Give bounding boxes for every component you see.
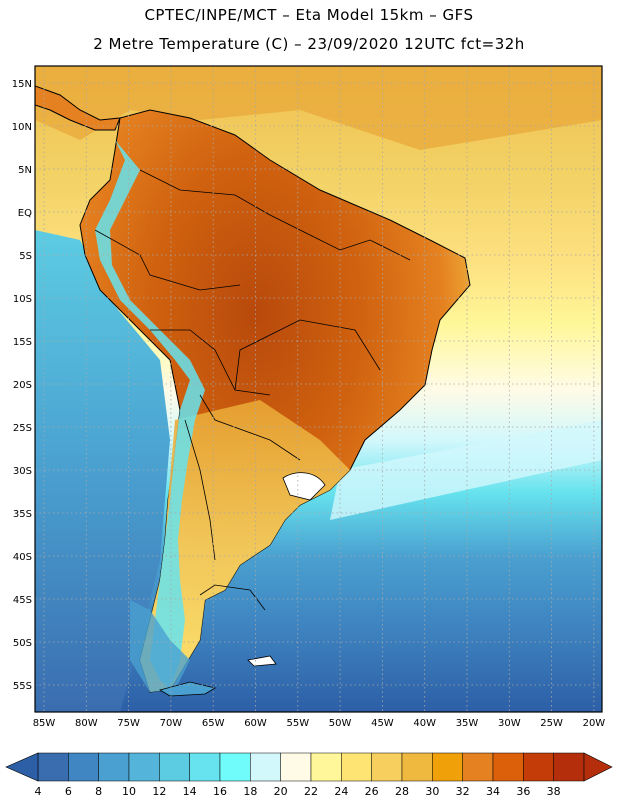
colorbar-arrow-right bbox=[583, 752, 613, 782]
lat-label: 25S bbox=[13, 423, 32, 434]
lat-label: 15S bbox=[13, 337, 32, 348]
lon-label: 60W bbox=[244, 718, 267, 729]
lon-label: 75W bbox=[117, 718, 140, 729]
colorbar-label: 12 bbox=[152, 785, 166, 798]
lat-label: 55S bbox=[13, 681, 32, 692]
colorbar-label: 8 bbox=[95, 785, 102, 798]
cool-ocean-band bbox=[330, 420, 602, 520]
lat-label: 15N bbox=[12, 79, 32, 90]
colorbar-label: 18 bbox=[243, 785, 257, 798]
caribbean-warm bbox=[35, 66, 602, 150]
colorbar-label: 32 bbox=[456, 785, 470, 798]
colorbar-label: 6 bbox=[65, 785, 72, 798]
colorbar-swatch bbox=[553, 752, 585, 782]
colorbar-boxes bbox=[37, 752, 585, 782]
lat-label: 45S bbox=[13, 595, 32, 606]
lat-label: 5N bbox=[18, 165, 32, 176]
patagonia-ice bbox=[130, 600, 190, 692]
lat-label: 10S bbox=[13, 294, 32, 305]
longitude-labels: 85W 80W 75W 70W 65W 60W 55W 50W 45W 40W 35W 30W 25W 2… bbox=[33, 718, 606, 729]
colorbar-label: 10 bbox=[122, 785, 136, 798]
colorbar-swatch bbox=[68, 752, 99, 782]
lon-label: 20W bbox=[583, 718, 606, 729]
central-america bbox=[35, 85, 121, 131]
colorbar-label: 26 bbox=[365, 785, 379, 798]
lon-label: 50W bbox=[329, 718, 352, 729]
latitude-labels: 15N 10N 5N EQ 5S 10S 15S 20S 25S 30S 35S 40S 45S 50S 5… bbox=[12, 79, 32, 692]
lat-label: 20S bbox=[13, 380, 32, 391]
lat-lon-grid bbox=[35, 66, 602, 712]
lat-label: 30S bbox=[13, 466, 32, 477]
lon-label: 35W bbox=[456, 718, 479, 729]
colorbar-label: 30 bbox=[425, 785, 439, 798]
lon-label: 45W bbox=[371, 718, 394, 729]
colorbar-label: 16 bbox=[213, 785, 227, 798]
colorbar-labels: 4 6 8 10 12 14 16 18 20 22 24 26 28 30 32 34 36 38 bbox=[35, 785, 561, 798]
colorbar-swatch bbox=[250, 752, 281, 782]
rio-de-la-plata bbox=[282, 472, 326, 501]
colorbar-label: 14 bbox=[183, 785, 197, 798]
colorbar-label: 34 bbox=[486, 785, 500, 798]
title-line-2: 2 Metre Temperature (C) – 23/09/2020 12U… bbox=[93, 35, 525, 53]
map-frame bbox=[34, 65, 603, 713]
lat-label: 35S bbox=[13, 509, 32, 520]
lon-label: 30W bbox=[498, 718, 521, 729]
lat-label: 50S bbox=[13, 638, 32, 649]
lat-label: EQ bbox=[18, 208, 32, 219]
colorbar-swatch bbox=[128, 752, 160, 782]
colorbar-label: 38 bbox=[547, 785, 561, 798]
lon-label: 25W bbox=[540, 718, 563, 729]
lon-label: 65W bbox=[202, 718, 225, 729]
title-line-1: CPTEC/INPE/MCT – Eta Model 15km – GFS bbox=[144, 6, 474, 24]
colorbar-label: 20 bbox=[274, 785, 288, 798]
lon-label: 70W bbox=[160, 718, 183, 729]
colorbar-swatch bbox=[280, 752, 312, 782]
lat-label: 10N bbox=[12, 122, 32, 133]
lon-label: 80W bbox=[75, 718, 98, 729]
colorbar-label: 4 bbox=[35, 785, 42, 798]
map-field bbox=[35, 66, 602, 712]
colorbar-swatch bbox=[37, 752, 69, 782]
colorbar-swatch bbox=[341, 752, 372, 782]
colorbar-swatch bbox=[401, 752, 433, 782]
colorbar-swatch bbox=[219, 752, 251, 782]
tierra-del-fuego bbox=[158, 681, 217, 697]
colorbar-arrow-left bbox=[5, 752, 39, 782]
lat-label: 5S bbox=[19, 251, 32, 262]
lon-label: 55W bbox=[286, 718, 309, 729]
colorbar-label: 28 bbox=[395, 785, 409, 798]
colorbar-label: 24 bbox=[334, 785, 348, 798]
colorbar-swatch bbox=[371, 752, 403, 782]
colorbar-label: 22 bbox=[304, 785, 318, 798]
colorbar-swatch bbox=[432, 752, 463, 782]
colorbar-swatch bbox=[523, 752, 554, 782]
lon-label: 40W bbox=[413, 718, 436, 729]
colorbar-swatch bbox=[98, 752, 130, 782]
country-borders bbox=[94, 169, 411, 561]
colorbar-label: 36 bbox=[516, 785, 530, 798]
colorbar-swatch bbox=[189, 752, 221, 782]
lon-label: 85W bbox=[33, 718, 56, 729]
colorbar-swatch bbox=[492, 752, 524, 782]
pacific-ocean bbox=[35, 230, 170, 712]
falkland-islands bbox=[247, 655, 277, 667]
colorbar-swatch bbox=[462, 752, 494, 782]
andes-cordillera bbox=[95, 140, 205, 690]
lat-label: 40S bbox=[13, 552, 32, 563]
colorbar-swatch bbox=[159, 752, 190, 782]
colorbar-swatch bbox=[310, 752, 342, 782]
